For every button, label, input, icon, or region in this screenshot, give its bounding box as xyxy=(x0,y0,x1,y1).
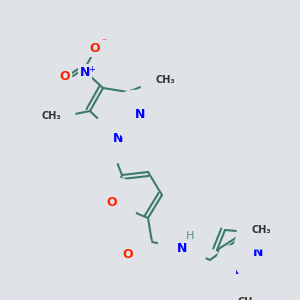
Text: N: N xyxy=(80,67,90,80)
Text: N: N xyxy=(177,242,187,254)
Text: ⁻: ⁻ xyxy=(101,37,106,47)
Text: N: N xyxy=(135,109,145,122)
Text: O: O xyxy=(60,70,70,83)
Text: O: O xyxy=(90,41,100,55)
Text: CH₃: CH₃ xyxy=(237,297,257,300)
Text: N: N xyxy=(113,131,123,145)
Text: CH₃: CH₃ xyxy=(251,225,271,235)
Text: +: + xyxy=(88,64,95,74)
Text: O: O xyxy=(123,248,133,262)
Text: N: N xyxy=(253,247,263,260)
Text: CH₃: CH₃ xyxy=(155,75,175,85)
Text: N: N xyxy=(235,263,245,277)
Text: H: H xyxy=(186,231,194,241)
Text: CH₃: CH₃ xyxy=(41,111,61,121)
Text: O: O xyxy=(107,196,117,209)
